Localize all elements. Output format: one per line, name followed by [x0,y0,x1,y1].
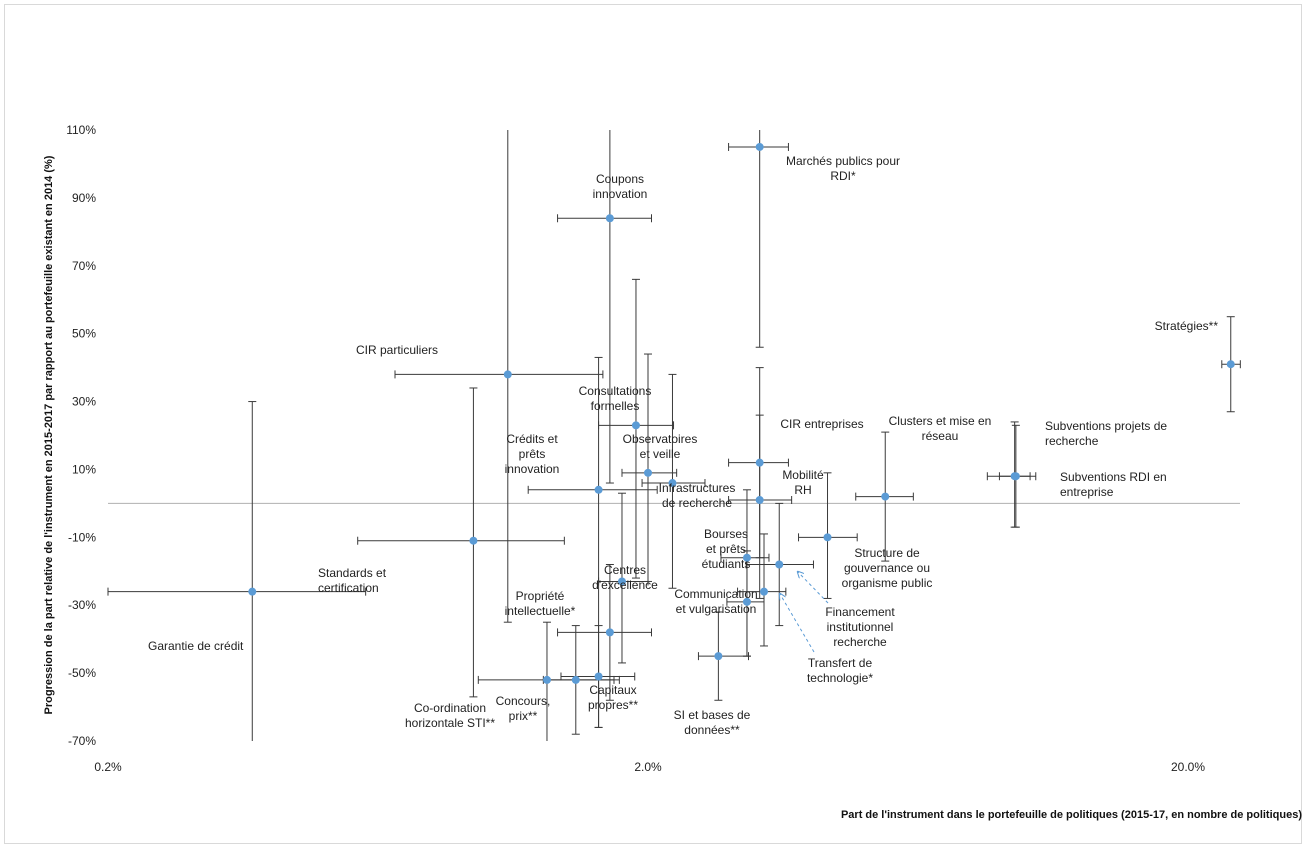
data-point [617,577,626,586]
data-point [594,485,603,494]
data-point [1011,472,1020,481]
data-label: Subventions projets de recherche [1045,419,1167,448]
data-point [248,587,257,596]
x-tick-label: 0.2% [94,760,122,774]
data-label: Marchés publics pour RDI* [786,154,900,183]
data-label: Bourses et prêts étudiants [702,527,751,571]
error-bars [728,130,789,348]
data-point [755,495,764,504]
y-tick-label: 70% [72,259,96,273]
y-tick-label: -50% [68,666,96,680]
y-tick-label: 90% [72,191,96,205]
data-label: Capitaux propres** [588,683,638,712]
leader-arrow [798,572,829,604]
data-point [503,370,512,379]
data-label: Transfert de technologie* [807,656,873,685]
y-tick-label: -10% [68,530,96,544]
data-label: Crédits et prêts innovation [505,432,560,476]
y-tick-label: 110% [66,123,96,137]
data-label: Financement institutionnel recherche [825,605,895,649]
data-point [881,492,890,501]
data-label: Standards et certification [318,566,387,595]
data-label: CIR particuliers [356,343,438,357]
data-point [631,421,640,430]
data-label: Subventions RDI en entreprise [1060,470,1167,499]
data-point [742,597,751,606]
data-point [644,468,652,477]
y-tick-label: -70% [68,734,96,748]
x-tick-label: 20.0% [1171,760,1205,774]
x-axis-title: Part de l'instrument dans le portefeuill… [841,809,1302,821]
data-point [755,142,764,151]
y-tick-label: 50% [72,327,96,341]
data-label: Observatoires et veille [623,432,698,461]
data-label: CIR entreprises [780,417,863,431]
data-label: Consultations formelles [579,384,652,413]
data-label: Clusters et mise en réseau [889,414,992,443]
data-label: Centres d'excellence [592,563,658,592]
data-point [469,536,478,545]
data-label: Concours, prix** [496,694,551,723]
y-tick-label: 10% [72,462,96,476]
data-point [605,628,614,637]
leader-arrow [780,594,815,653]
data-point [542,675,551,684]
data-label: Coupons innovation [593,172,648,201]
data-point [668,479,677,488]
data-label: Stratégies** [1155,319,1219,333]
data-label: Communication et vulgarisation [674,587,757,616]
error-bars [107,401,367,741]
data-point [714,652,723,661]
y-tick-label: 30% [72,395,96,409]
y-tick-label: -30% [68,598,96,612]
data-point [605,214,614,223]
error-bars [697,611,749,701]
error-bars [720,489,770,657]
error-bars [394,130,604,623]
data-label: Mobilité RH [782,468,824,497]
data-point [760,587,769,596]
data-point [755,458,764,467]
data-label: Structure de gouvernance ou organisme publ… [842,546,933,590]
data-label: Infrastructures de recherche [659,481,736,510]
data-label: Propriété intellectuelle* [505,589,576,618]
chart-frame [4,4,1302,844]
data-point [1226,360,1235,369]
data-point [571,675,580,684]
error-bars [557,130,652,484]
data-point [594,672,603,681]
data-point [823,533,832,542]
y-axis-title: Progression de la part relative de l'ins… [43,155,55,714]
data-point [775,560,784,569]
data-point [742,553,751,562]
data-label: SI et bases de données** [674,708,751,737]
x-tick-label: 2.0% [634,760,662,774]
data-label: Co-ordination horizontale STI** [405,701,495,730]
data-label: Garantie de crédit [148,639,244,653]
